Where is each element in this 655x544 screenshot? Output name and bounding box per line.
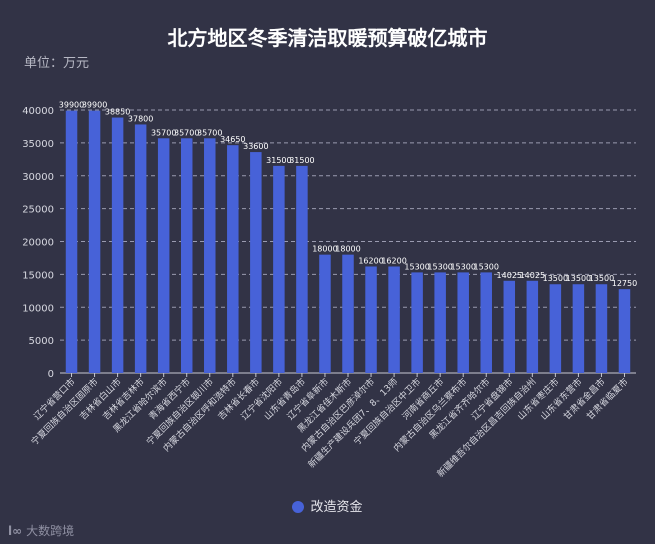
bar[interactable]: [250, 152, 262, 373]
bar-value-label: 37800: [128, 114, 153, 123]
value-labels: 3990039900388503780035700357003570034650…: [59, 101, 637, 289]
bar[interactable]: [204, 138, 216, 373]
bar-value-label: 13500: [543, 274, 568, 283]
bar-value-label: 35700: [151, 128, 176, 137]
legend-color-swatch: [292, 501, 305, 513]
y-tick-label: 25000: [22, 205, 54, 216]
y-tick-label: 0: [48, 369, 54, 380]
chart-title: 北方地区冬季清洁取暖预算破亿城市: [167, 26, 488, 50]
y-tick-label: 40000: [22, 106, 54, 117]
bar[interactable]: [618, 289, 631, 373]
bar-value-label: 18000: [312, 245, 337, 254]
bar[interactable]: [526, 280, 539, 373]
bar[interactable]: [65, 110, 78, 373]
bar-value-label: 39900: [82, 101, 107, 110]
y-tick-label: 35000: [22, 139, 54, 150]
bar[interactable]: [88, 110, 101, 373]
y-tick-label: 15000: [22, 270, 54, 281]
bar-value-label: 13500: [566, 274, 591, 283]
bar-value-label: 12750: [612, 279, 637, 288]
bar-value-label: 38850: [105, 108, 130, 117]
watermark: l∞ 大数跨境: [8, 522, 74, 539]
bar[interactable]: [227, 145, 239, 373]
y-tick-label: 5000: [29, 336, 54, 347]
unit-label: 单位：万元: [24, 56, 90, 71]
bar-value-label: 15300: [427, 262, 452, 271]
bar-value-label: 14025: [520, 271, 545, 280]
watermark-logo: l∞: [8, 524, 23, 538]
bar-value-label: 31500: [289, 156, 314, 165]
bar[interactable]: [296, 165, 308, 373]
bar[interactable]: [111, 117, 124, 373]
bar-value-label: 13500: [589, 274, 614, 283]
bar-value-label: 16200: [381, 256, 406, 265]
bar[interactable]: [595, 284, 608, 373]
bars: [65, 110, 631, 373]
bar-value-label: 15300: [474, 262, 499, 271]
bar-value-label: 34650: [220, 135, 245, 144]
bar-value-label: 33600: [243, 142, 268, 151]
bar-value-label: 35700: [174, 128, 199, 137]
bar-value-label: 35700: [197, 128, 222, 137]
bar-value-label: 18000: [335, 245, 360, 254]
bar[interactable]: [434, 272, 446, 373]
bar[interactable]: [549, 284, 562, 373]
legend[interactable]: 改造资金: [0, 496, 655, 515]
bar[interactable]: [319, 254, 331, 373]
bar[interactable]: [572, 284, 585, 373]
x-axis-labels: 辽宁省营口市宁夏回族自治区固原市吉林省白山市吉林省吉林市黑龙江省哈尔滨市青海省西…: [29, 373, 631, 480]
bar[interactable]: [273, 165, 285, 373]
bar[interactable]: [365, 266, 377, 373]
bar-value-label: 14025: [497, 271, 522, 280]
bar[interactable]: [180, 138, 193, 373]
bar[interactable]: [503, 280, 516, 373]
bar[interactable]: [134, 124, 147, 373]
watermark-text: 大数跨境: [26, 524, 75, 538]
legend-label: 改造资金: [310, 500, 363, 515]
y-tick-label: 20000: [22, 238, 54, 249]
bar-value-label: 39900: [59, 101, 84, 110]
bar[interactable]: [157, 138, 170, 373]
bar[interactable]: [480, 272, 492, 373]
y-tick-label: 10000: [22, 303, 54, 314]
bar-value-label: 31500: [266, 156, 291, 165]
bar[interactable]: [388, 266, 400, 373]
bar-value-label: 15300: [404, 262, 429, 271]
bar-value-label: 15300: [450, 262, 475, 271]
bar[interactable]: [457, 272, 469, 373]
bar[interactable]: [411, 272, 423, 373]
bar[interactable]: [342, 254, 354, 373]
y-tick-label: 30000: [22, 172, 54, 183]
bar-value-label: 16200: [358, 256, 383, 265]
